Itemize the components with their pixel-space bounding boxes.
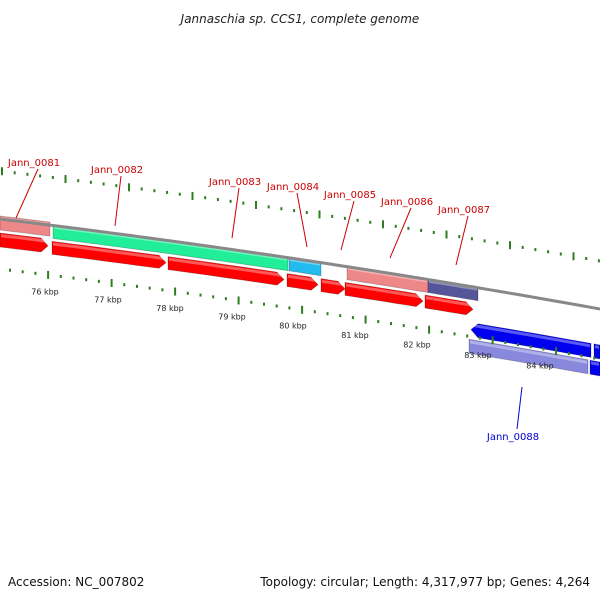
gene-label-jann_0082: Jann_0082 [90,165,143,176]
gene-label-jann_0085: Jann_0085 [323,190,376,201]
cds-arrow-highlight [288,274,317,283]
feature-blue [589,359,600,377]
feature-lavender-0088-highlight [470,340,587,364]
scale-label: 76 kbp [31,288,59,297]
cds-arrow-highlight [322,279,344,287]
cds-arrow [51,240,167,269]
scale-tick-ring [9,268,596,360]
gene-label-leader [516,386,523,430]
cds-arrow-highlight [426,296,472,307]
gene-label-jann_0087: Jann_0087 [437,205,490,216]
cds-arrow-highlight [169,257,283,277]
minus-strand-arrow-0088-highlight [472,323,590,348]
scale-label: 79 kbp [218,313,246,322]
scale-label: 84 kbp [526,361,554,370]
cds-arrow-highlight [53,242,165,261]
map-title: Jannaschia sp. CCS1, complete genome [179,12,420,26]
cds-arrow-highlight [1,234,47,243]
gene-label-leader [114,175,122,227]
scale-label: 78 kbp [156,304,184,313]
gene-label-leader [389,207,412,259]
minus-strand-arrow [593,343,600,360]
cds-arrow [320,278,346,295]
gene-label-leader [296,192,308,248]
outer-tick-ring [1,167,600,263]
scale-label: 77 kbp [94,296,122,305]
gene-labels: Jann_0081 Jann_0082 Jann_0083 Jann_0084 Jann… [7,158,539,443]
cds-arrow [0,232,49,253]
cds-arrow [167,256,285,286]
feature-lavender-0088 [468,338,589,375]
backbone-line [0,217,600,311]
gene-label-leader [455,215,469,266]
genome-backbone [0,217,600,311]
gene-label-leader [15,168,39,219]
gene-label-jann_0086: Jann_0086 [380,197,433,208]
gene-label-jann_0083: Jann_0083 [208,177,261,188]
accession-text: Accession: NC_007802 [8,575,144,589]
scale-label: 83 kbp [464,351,492,360]
scale-label: 82 kbp [403,341,431,350]
feature-blue-highlight [591,361,599,366]
gene-label-jann_0084: Jann_0084 [266,182,319,193]
feature-track [0,215,600,377]
scale-labels: 76 kbp 77 kbp 78 kbp 79 kbp 80 kbp 81 kbp 82 k… [31,288,554,371]
gene-label-jann_0088: Jann_0088 [486,432,539,443]
scale-label: 81 kbp [341,331,369,340]
scale-label: 80 kbp [279,321,307,330]
cds-arrow-highlight [346,283,422,299]
genome-summary-text: Topology: circular; Length: 4,317,977 bp… [259,575,590,589]
minus-strand-arrow-highlight [595,345,599,349]
cds-arrow [344,281,424,308]
cds-arrow [286,273,319,291]
gene-label-leader [340,200,355,251]
gene-label-leader [231,187,240,239]
gene-label-jann_0081: Jann_0081 [7,158,60,169]
minus-strand-arrow-0088 [470,323,592,358]
cds-arrow [424,294,474,316]
